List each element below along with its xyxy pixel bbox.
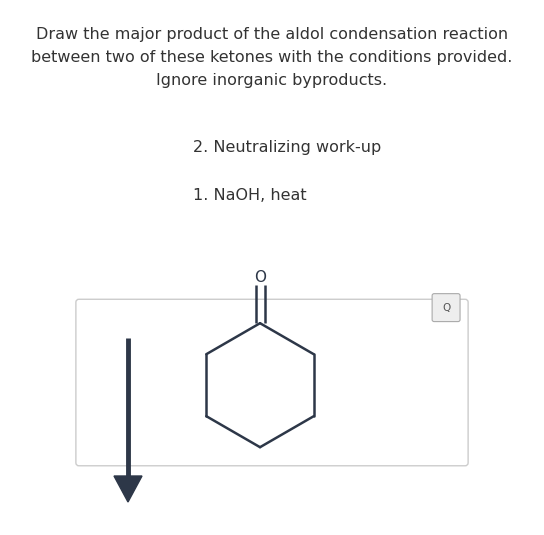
Text: 1. NaOH, heat: 1. NaOH, heat xyxy=(193,188,307,203)
FancyBboxPatch shape xyxy=(432,294,460,322)
Polygon shape xyxy=(114,476,142,502)
Text: Draw the major product of the aldol condensation reaction: Draw the major product of the aldol cond… xyxy=(36,27,508,42)
Text: between two of these ketones with the conditions provided.: between two of these ketones with the co… xyxy=(32,50,512,65)
Text: Q: Q xyxy=(442,303,450,312)
Text: Ignore inorganic byproducts.: Ignore inorganic byproducts. xyxy=(157,73,387,88)
Text: O: O xyxy=(254,270,266,285)
FancyBboxPatch shape xyxy=(76,299,468,466)
Text: 2. Neutralizing work-up: 2. Neutralizing work-up xyxy=(193,140,381,155)
